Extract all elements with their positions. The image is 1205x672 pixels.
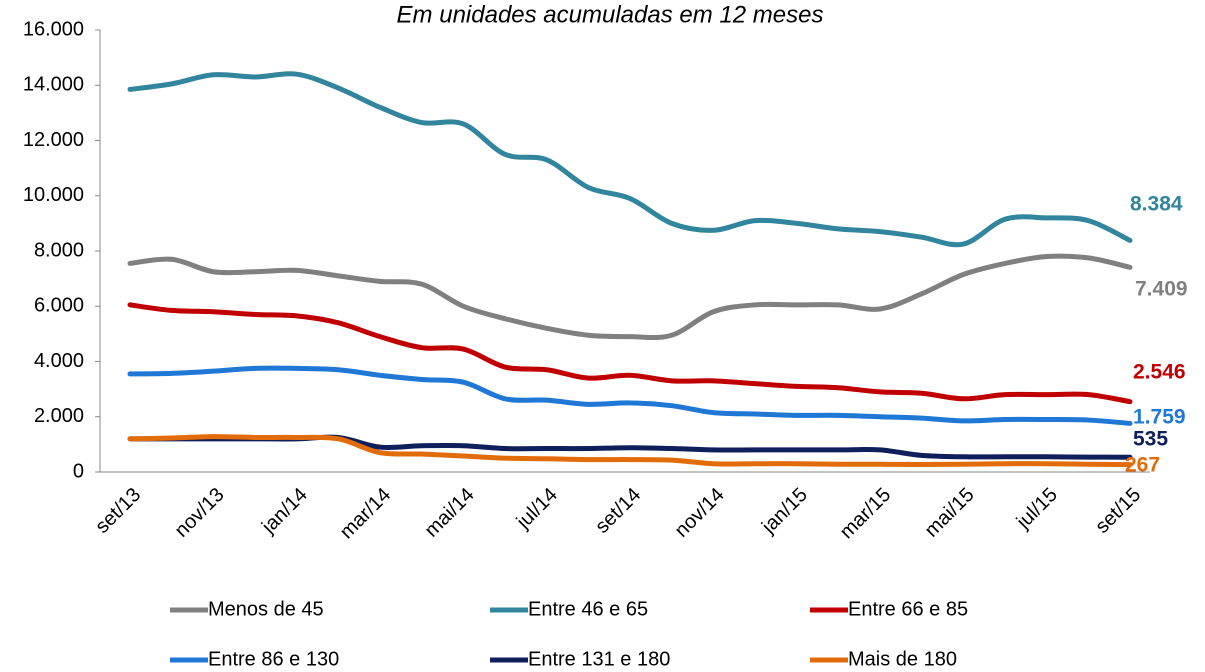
- x-tick-label: mar/15: [836, 484, 896, 544]
- x-tick-label: jan/15: [757, 484, 812, 539]
- end-label: 2.546: [1133, 361, 1186, 384]
- end-label: 535: [1133, 428, 1168, 451]
- series-line: [127, 71, 1133, 248]
- x-tick-label: set/13: [91, 484, 145, 538]
- series-line: [127, 365, 1133, 426]
- x-tick-label: set/14: [591, 484, 645, 538]
- y-tick-label: 4.000: [34, 350, 84, 372]
- y-tick-label: 2.000: [34, 405, 84, 427]
- end-label: 1.759: [1133, 406, 1186, 429]
- x-tick-label: mai/15: [921, 484, 979, 542]
- series-line: [127, 302, 1133, 405]
- legend-label: Entre 131 e 180: [528, 648, 670, 670]
- y-tick-label: 12.000: [23, 129, 84, 151]
- legend-label: Menos de 45: [208, 598, 324, 620]
- end-label: 7.409: [1135, 278, 1188, 301]
- end-label: 267: [1125, 454, 1160, 477]
- x-tick-label: jul/15: [1012, 484, 1062, 534]
- legend-label: Entre 46 e 65: [528, 598, 648, 620]
- x-tick-label: mar/14: [336, 484, 396, 544]
- x-tick-label: set/15: [1091, 484, 1145, 538]
- y-tick-label: 10.000: [23, 184, 84, 206]
- y-tick-label: 0: [73, 460, 84, 482]
- series-line: [127, 434, 1133, 460]
- y-tick-label: 14.000: [23, 74, 84, 96]
- x-tick-label: jan/14: [257, 484, 312, 539]
- x-tick-label: jul/14: [512, 484, 562, 534]
- x-tick-label: nov/14: [671, 484, 729, 542]
- x-tick-label: nov/13: [171, 484, 229, 542]
- end-label: 8.384: [1130, 193, 1183, 216]
- y-tick-label: 6.000: [34, 295, 84, 317]
- x-tick-label: mai/14: [421, 484, 479, 542]
- legend-label: Entre 86 e 130: [208, 648, 339, 670]
- legend-label: Mais de 180: [848, 648, 957, 670]
- y-tick-label: 8.000: [34, 239, 84, 261]
- series-line: [127, 253, 1133, 341]
- series-line: [127, 434, 1133, 468]
- chart-title: Em unidades acumuladas em 12 meses: [397, 1, 824, 28]
- y-tick-label: 16.000: [23, 18, 84, 40]
- legend-label: Entre 66 e 85: [848, 598, 968, 620]
